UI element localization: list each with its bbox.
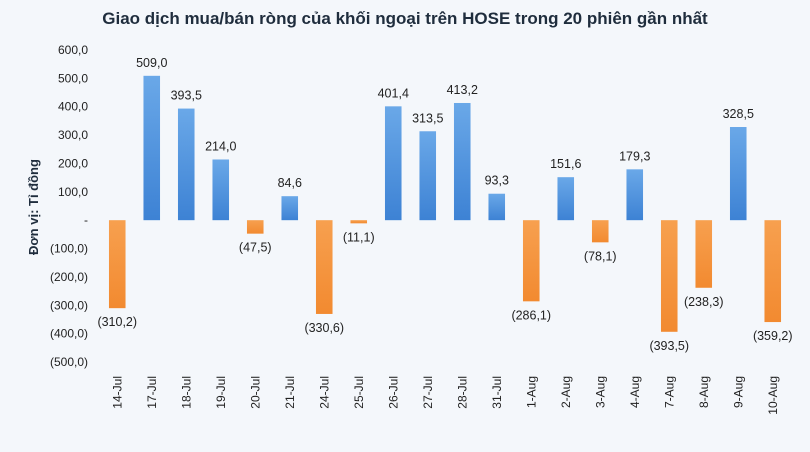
x-tick-label: 14-Jul <box>110 376 124 409</box>
bar-25-Jul <box>350 220 368 224</box>
x-tick-label: 8-Aug <box>697 376 711 408</box>
data-label: 393,5 <box>171 89 202 103</box>
x-tick-label: 2-Aug <box>559 376 573 408</box>
bar-26-Jul <box>384 106 402 221</box>
data-label: (238,3) <box>684 295 724 309</box>
data-label: (310,2) <box>97 315 137 329</box>
y-tick-label: 100,0 <box>58 185 88 199</box>
x-tick-label: 25-Jul <box>352 376 366 409</box>
data-label: (47,5) <box>239 241 272 255</box>
x-axis-ticks: 14-Jul 17-Jul 18-Jul 19-Jul 20-Jul 21-Jul 24-J… <box>110 376 780 415</box>
x-tick-label: 17-Jul <box>145 376 159 409</box>
data-label: (393,5) <box>649 339 689 353</box>
x-tick-label: 10-Aug <box>766 376 780 415</box>
y-tick-label: (400,0) <box>50 327 88 341</box>
bar-20-Jul <box>246 220 264 234</box>
x-tick-label: 21-Jul <box>283 376 297 409</box>
y-tick-label: (100,0) <box>50 242 88 256</box>
y-tick-label: - <box>84 213 88 227</box>
bar-31-Jul <box>488 193 506 221</box>
data-label: 401,4 <box>378 86 409 100</box>
bar-19-Jul <box>212 159 230 221</box>
bars <box>108 75 782 332</box>
data-label: 179,3 <box>619 149 650 163</box>
y-tick-label: 400,0 <box>58 100 88 114</box>
data-label: 313,5 <box>412 111 443 125</box>
data-label: 328,5 <box>723 107 754 121</box>
bar-27-Jul <box>419 131 437 221</box>
y-tick-label: (200,0) <box>50 270 88 284</box>
bar-24-Jul <box>315 220 333 314</box>
x-tick-label: 27-Jul <box>421 376 435 409</box>
data-label: (11,1) <box>343 230 375 244</box>
bar-10-Aug <box>764 220 782 323</box>
y-axis-ticks: 600,0 500,0 400,0 300,0 200,0 100,0 - (100,0) (2… <box>50 43 88 369</box>
bar-8-Aug <box>695 220 713 288</box>
x-tick-label: 1-Aug <box>524 376 538 408</box>
x-tick-label: 26-Jul <box>386 376 400 409</box>
data-label: 509,0 <box>136 56 167 70</box>
x-tick-label: 3-Aug <box>593 376 607 408</box>
chart-title: Giao dịch mua/bán ròng của khối ngoại tr… <box>102 9 708 28</box>
y-tick-label: (500,0) <box>50 355 88 369</box>
bar-17-Jul <box>143 75 161 221</box>
x-tick-label: 28-Jul <box>455 376 469 409</box>
bar-14-Jul <box>108 220 126 309</box>
x-tick-label: 31-Jul <box>490 376 504 409</box>
y-tick-label: 200,0 <box>58 156 88 170</box>
x-tick-label: 9-Aug <box>731 376 745 408</box>
y-axis-label: Đơn vị: Tỉ đồng <box>26 159 41 255</box>
bar-2-Aug <box>557 177 575 221</box>
x-tick-label: 19-Jul <box>214 376 228 409</box>
bar-3-Aug <box>591 220 609 243</box>
data-label: 413,2 <box>447 83 478 97</box>
x-tick-label: 20-Jul <box>248 376 262 409</box>
data-label: 214,0 <box>205 139 236 153</box>
data-label: (359,2) <box>753 329 793 343</box>
data-label: 93,3 <box>485 174 509 188</box>
y-tick-label: 600,0 <box>58 43 88 57</box>
bar-4-Aug <box>626 169 644 221</box>
x-tick-label: 7-Aug <box>662 376 676 408</box>
data-label: (330,6) <box>304 321 344 335</box>
data-label: (78,1) <box>584 249 617 263</box>
data-label: (286,1) <box>511 308 551 322</box>
x-tick-label: 4-Aug <box>628 376 642 408</box>
y-tick-label: (300,0) <box>50 298 88 312</box>
x-tick-label: 24-Jul <box>317 376 331 409</box>
bar-18-Jul <box>177 108 195 221</box>
bar-7-Aug <box>660 220 678 332</box>
bar-28-Jul <box>453 102 471 221</box>
data-labels: (310,2) 509,0 393,5 214,0 (47,5) 84,6 (330,6) (… <box>97 56 792 353</box>
data-label: 151,6 <box>550 157 581 171</box>
bar-1-Aug <box>522 220 540 302</box>
y-tick-label: 300,0 <box>58 128 88 142</box>
data-label: 84,6 <box>278 176 302 190</box>
y-tick-label: 500,0 <box>58 71 88 85</box>
x-tick-label: 18-Jul <box>179 376 193 409</box>
bar-9-Aug <box>729 127 747 221</box>
bar-21-Jul <box>281 196 299 221</box>
